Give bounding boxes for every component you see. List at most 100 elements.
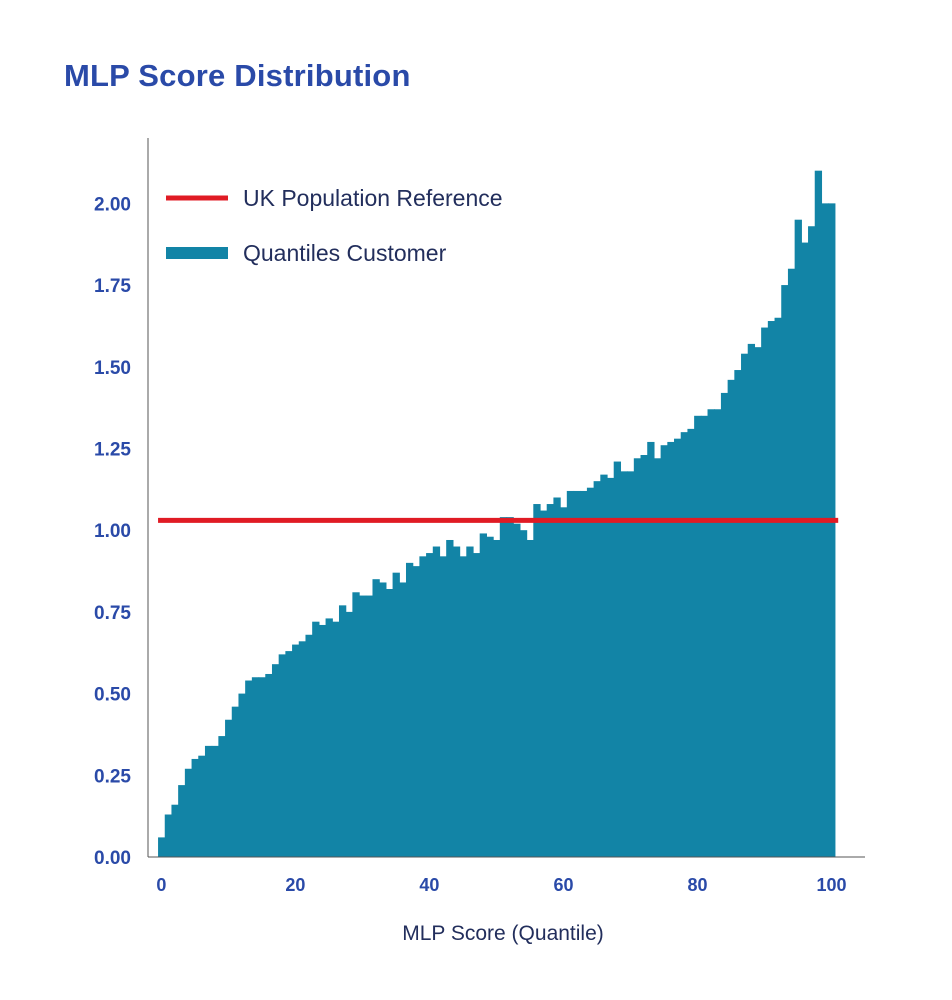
bar xyxy=(660,445,668,857)
bar xyxy=(627,471,635,857)
bar xyxy=(553,497,561,857)
bar xyxy=(338,605,347,857)
bar xyxy=(178,785,186,857)
y-tick-label: 0.00 xyxy=(94,848,131,869)
bar xyxy=(439,556,447,857)
bar xyxy=(218,736,226,857)
bar xyxy=(674,438,682,857)
bar xyxy=(506,517,514,857)
bar xyxy=(191,758,199,857)
bar xyxy=(486,536,494,857)
y-tick-label: 0.75 xyxy=(94,603,131,624)
bar xyxy=(245,680,253,857)
bar xyxy=(774,317,782,857)
bar xyxy=(359,595,367,857)
y-tick-label: 1.75 xyxy=(94,276,131,297)
bar xyxy=(325,618,333,857)
bar xyxy=(258,677,266,857)
bar xyxy=(828,203,836,858)
bar xyxy=(292,644,300,857)
bar xyxy=(600,474,608,857)
bar xyxy=(225,719,233,857)
bar xyxy=(352,592,360,857)
bar xyxy=(647,441,655,857)
bar-series-quantiles-customer xyxy=(158,170,836,858)
bar xyxy=(754,347,762,857)
chart-title: MLP Score Distribution xyxy=(64,58,411,93)
bar xyxy=(238,693,246,857)
bar xyxy=(426,553,434,857)
bar xyxy=(687,428,695,857)
bar xyxy=(700,415,709,857)
x-tick-label: 100 xyxy=(816,875,846,895)
legend-label: Quantiles Customer xyxy=(243,240,447,266)
x-tick-label: 80 xyxy=(687,875,707,895)
bar xyxy=(184,768,193,857)
bar xyxy=(573,490,581,857)
bar xyxy=(680,432,689,857)
bar xyxy=(767,321,776,857)
bar xyxy=(412,566,420,857)
x-tick-label: 0 xyxy=(156,875,166,895)
bar xyxy=(513,523,521,857)
bar xyxy=(808,226,816,858)
bar xyxy=(727,379,735,857)
bar xyxy=(459,556,467,857)
y-tick-label: 1.00 xyxy=(94,521,131,542)
bar xyxy=(593,481,601,857)
bar xyxy=(158,837,166,857)
y-tick-label: 1.25 xyxy=(94,439,131,460)
bar xyxy=(171,804,179,857)
bar xyxy=(372,579,380,857)
bar xyxy=(479,533,487,857)
bar xyxy=(385,589,394,857)
bar xyxy=(204,745,213,857)
bar xyxy=(533,504,541,857)
y-tick-label: 1.50 xyxy=(94,358,131,379)
bar xyxy=(446,539,454,857)
x-tick-label: 20 xyxy=(285,875,305,895)
x-tick-label: 40 xyxy=(419,875,439,895)
bar xyxy=(607,477,615,857)
bar xyxy=(318,624,327,857)
bar xyxy=(473,553,481,857)
bar xyxy=(720,392,729,857)
bar xyxy=(667,441,675,857)
bar xyxy=(493,539,501,857)
bar xyxy=(271,664,280,857)
bar xyxy=(379,582,387,857)
bar xyxy=(794,219,802,857)
bar xyxy=(694,415,702,857)
bar xyxy=(399,582,407,857)
bar xyxy=(653,458,662,857)
y-tick-label: 0.50 xyxy=(94,685,131,706)
bar xyxy=(560,507,568,857)
y-tick-label: 0.25 xyxy=(94,766,131,787)
bar xyxy=(580,490,588,857)
bar xyxy=(747,343,756,857)
bar xyxy=(231,706,240,857)
bar xyxy=(285,651,293,857)
bar xyxy=(707,409,715,857)
bar xyxy=(251,677,260,857)
bar xyxy=(452,546,461,857)
x-axis-label: MLP Score (Quantile) xyxy=(402,922,604,945)
bar xyxy=(305,634,313,857)
bar xyxy=(540,510,548,857)
bar xyxy=(714,409,722,857)
bar xyxy=(620,471,628,857)
bar xyxy=(278,654,286,857)
bar xyxy=(633,458,642,857)
bar xyxy=(298,641,307,857)
bar xyxy=(526,539,534,857)
bar xyxy=(546,504,555,857)
legend-label: UK Population Reference xyxy=(243,185,503,211)
y-axis-ticks: 0.00 0.25 0.50 0.75 1.00 1.25 1.50 1.75 2.00 xyxy=(94,194,131,869)
bar xyxy=(734,370,742,857)
bar xyxy=(432,546,441,857)
bar xyxy=(787,268,796,858)
bar xyxy=(332,621,340,857)
bar xyxy=(392,572,400,857)
bar xyxy=(345,611,353,857)
